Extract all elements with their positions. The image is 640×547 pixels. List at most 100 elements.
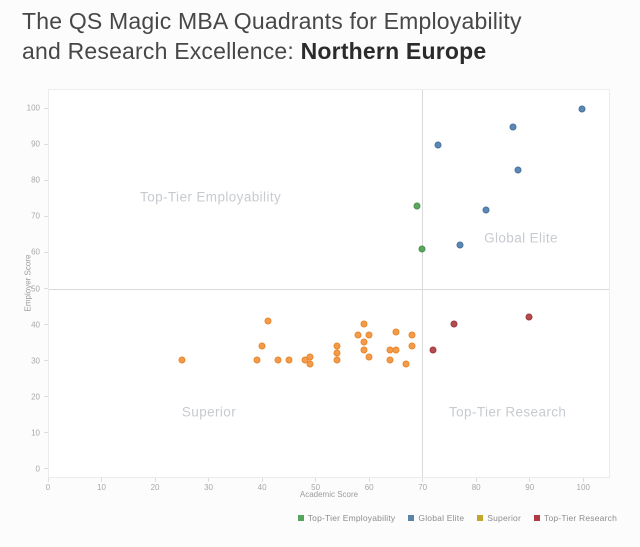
x-tick-mark xyxy=(154,478,156,482)
chart-title: The QS Magic MBA Quadrants for Employabi… xyxy=(22,6,522,66)
legend-label: Top-Tier Research xyxy=(544,513,617,523)
scatter-point-global-elite xyxy=(514,166,522,174)
scatter-point-superior xyxy=(392,328,400,336)
y-tick-label: 0 xyxy=(35,464,40,474)
x-tick-mark xyxy=(422,478,424,482)
scatter-point-superior xyxy=(178,356,186,364)
quadrant-label-top-tier-employability: Top-Tier Employability xyxy=(140,189,282,205)
scatter-point-superior xyxy=(402,360,410,368)
y-tick-label: 30 xyxy=(31,356,40,366)
y-tick-mark xyxy=(44,432,48,434)
scatter-point-superior xyxy=(408,331,416,339)
scatter-point-superior xyxy=(354,331,362,339)
scatter-point-top-tier-employability xyxy=(418,245,426,253)
scatter-point-superior xyxy=(392,346,400,354)
x-tick-label: 10 xyxy=(97,483,106,492)
scatter-point-superior xyxy=(386,356,394,364)
y-tick-label: 90 xyxy=(31,139,40,149)
scatter-point-global-elite xyxy=(482,206,490,214)
x-tick-mark xyxy=(529,478,531,482)
legend-label: Superior xyxy=(487,513,521,523)
y-tick-label: 40 xyxy=(31,320,40,330)
x-axis-ticks: 0 10 20 30 40 50 60 70 80 90 100 xyxy=(45,478,610,496)
quadrant-label-global-elite: Global Elite xyxy=(484,230,558,246)
y-tick-label: 80 xyxy=(31,175,40,185)
y-tick-label: 50 xyxy=(31,284,40,294)
scatter-point-superior xyxy=(333,356,341,364)
scatter-point-top-tier-research xyxy=(450,320,458,328)
y-tick-mark xyxy=(44,468,48,470)
y-tick-mark xyxy=(44,396,48,398)
plot-area: Top-Tier Employability Global Elite Superi… xyxy=(48,89,610,478)
x-tick-label: 90 xyxy=(525,483,535,492)
x-tick-label: 40 xyxy=(257,483,267,492)
y-tick-mark xyxy=(44,251,48,253)
y-tick-mark xyxy=(44,143,48,145)
x-tick-label: 100 xyxy=(576,483,590,492)
x-tick-mark xyxy=(475,478,477,482)
scatter-point-superior xyxy=(360,320,368,328)
quadrant-label-superior: Superior xyxy=(181,404,237,420)
scatter-point-superior xyxy=(285,356,293,364)
legend-item-top-tier-employability: Top-Tier Employability xyxy=(297,513,396,523)
scatter-point-superior xyxy=(264,317,272,325)
scatter-point-top-tier-research xyxy=(525,313,533,321)
x-tick-mark xyxy=(368,478,370,482)
y-tick-mark xyxy=(44,179,48,181)
scatter-point-superior xyxy=(333,349,341,357)
y-tick-mark xyxy=(44,215,48,217)
x-tick-label: 80 xyxy=(471,483,481,492)
title-line2: and Research Excellence: xyxy=(22,38,301,64)
scatter-point-superior xyxy=(274,356,282,364)
y-tick-mark xyxy=(44,107,48,109)
x-tick-label: 50 xyxy=(311,483,321,492)
x-axis-title: Academic Score xyxy=(299,490,359,499)
quadrant-divider-horizontal xyxy=(49,288,609,290)
legend-label: Top-Tier Employability xyxy=(307,513,396,523)
scatter-point-top-tier-employability xyxy=(413,202,421,210)
scatter-point-superior xyxy=(365,331,373,339)
y-tick-label: 10 xyxy=(31,428,40,438)
legend-swatch-icon xyxy=(534,515,540,521)
scatter-point-superior xyxy=(360,338,368,346)
quadrant-label-top-tier-research: Top-Tier Research xyxy=(448,404,567,420)
x-tick-mark xyxy=(261,478,263,482)
scatter-point-global-elite xyxy=(434,141,442,149)
scatter-point-superior xyxy=(306,360,314,368)
scatter-point-global-elite xyxy=(509,123,517,131)
scatter-point-superior xyxy=(253,356,261,364)
legend-item-global-elite: Global Elite xyxy=(408,513,464,523)
legend: Top-Tier Employability Global Elite Superi… xyxy=(297,513,617,523)
legend-swatch-icon xyxy=(408,515,415,521)
x-tick-mark xyxy=(315,478,317,482)
title-line1: The QS Magic MBA Quadrants for Employabi… xyxy=(22,8,522,34)
y-axis-ticks: 0 10 20 30 40 50 60 70 80 90 100 xyxy=(0,89,48,478)
scatter-point-global-elite xyxy=(456,241,464,249)
scatter-point-superior xyxy=(306,353,314,361)
legend-item-top-tier-research: Top-Tier Research xyxy=(534,513,617,523)
x-tick-mark xyxy=(208,478,210,482)
quadrant-divider-vertical xyxy=(422,90,424,477)
legend-item-superior: Superior xyxy=(477,513,521,523)
x-tick-label: 0 xyxy=(45,483,51,492)
y-tick-label: 100 xyxy=(26,103,40,113)
y-tick-mark xyxy=(44,288,48,290)
y-tick-label: 70 xyxy=(31,211,40,221)
scatter-point-superior xyxy=(301,356,309,364)
scatter-point-top-tier-research xyxy=(429,346,437,354)
y-tick-label: 20 xyxy=(31,392,40,402)
legend-label: Global Elite xyxy=(418,513,465,523)
x-tick-label: 20 xyxy=(150,483,160,492)
scatter-point-superior xyxy=(365,353,373,361)
y-tick-label: 60 xyxy=(31,247,40,257)
title-region: Northern Europe xyxy=(300,38,487,64)
y-axis-title: Employer Score xyxy=(23,254,33,312)
x-tick-mark xyxy=(582,478,584,482)
scatter-point-global-elite xyxy=(578,105,586,113)
x-tick-label: 30 xyxy=(204,483,214,492)
x-tick-label: 70 xyxy=(418,483,428,492)
scatter-point-superior xyxy=(408,342,416,350)
y-tick-mark xyxy=(44,324,48,326)
x-tick-label: 60 xyxy=(364,483,374,492)
